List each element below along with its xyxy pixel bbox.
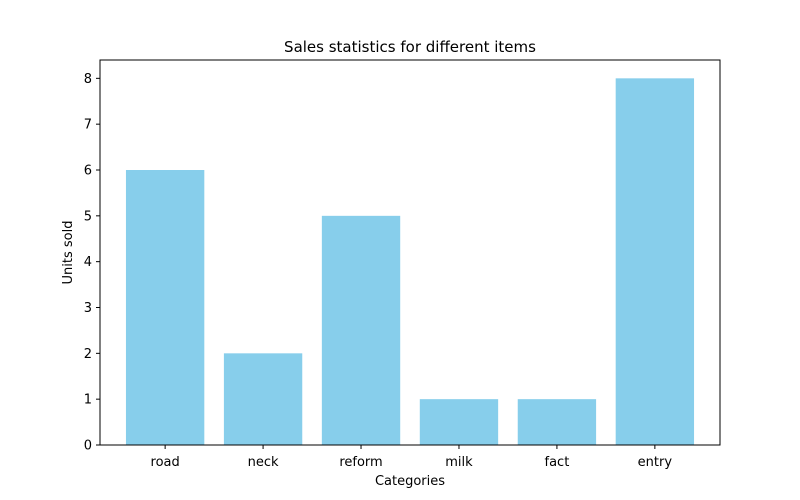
y-tick-label-0: 0 <box>84 439 92 454</box>
plot-frame <box>99 59 721 446</box>
y-axis-label: Units sold <box>61 221 76 285</box>
y-tick-label-3: 3 <box>84 301 92 316</box>
y-tick-label-4: 4 <box>84 255 92 270</box>
y-tick-label-5: 5 <box>84 209 92 224</box>
x-tick-label-milk: milk <box>445 455 473 470</box>
y-axis-ticks: 0 1 2 3 4 5 6 7 8 <box>84 72 100 454</box>
y-tick-label-2: 2 <box>84 347 92 362</box>
bar-fact <box>517 399 597 445</box>
x-axis-label: Categories <box>375 474 445 489</box>
y-tick-label-7: 7 <box>84 118 92 133</box>
bar-milk <box>419 399 499 445</box>
x-tick-label-fact: fact <box>545 455 570 470</box>
x-tick-label-road: road <box>151 455 180 470</box>
x-tick-label-reform: reform <box>339 455 382 470</box>
bar-neck <box>223 353 303 445</box>
chart-title: Sales statistics for different items <box>284 38 536 56</box>
y-tick-label-6: 6 <box>84 164 92 179</box>
y-tick-label-1: 1 <box>84 393 92 408</box>
bars-group <box>125 78 695 445</box>
bar-entry <box>615 78 695 445</box>
bar-reform <box>321 215 401 445</box>
x-tick-label-neck: neck <box>248 455 279 470</box>
x-tick-label-entry: entry <box>638 455 673 470</box>
x-axis-ticks: road neck reform milk fact entry <box>151 445 673 470</box>
y-tick-label-8: 8 <box>84 72 92 87</box>
bar-road <box>125 170 205 445</box>
